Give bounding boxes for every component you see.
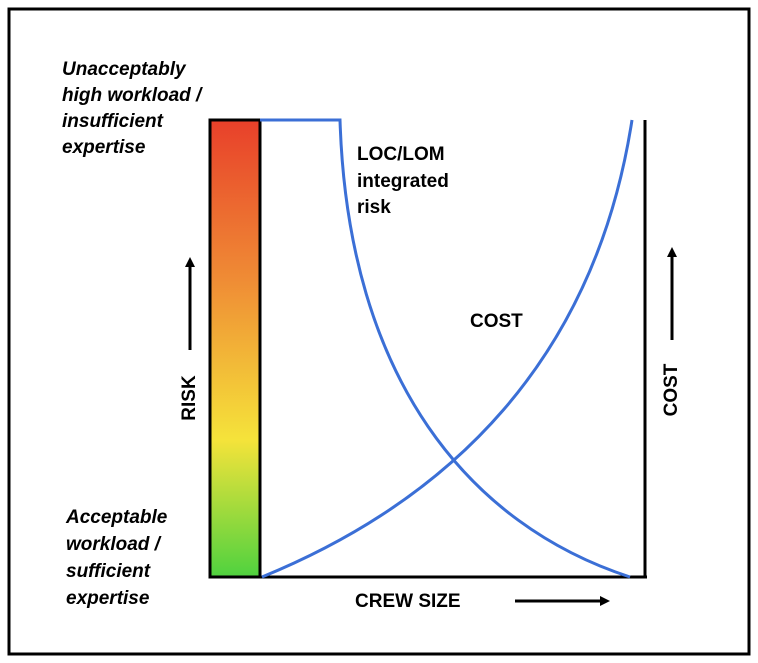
frame bbox=[7, 7, 751, 656]
bottom-label: expertise bbox=[66, 588, 150, 609]
top-label: expertise bbox=[62, 137, 146, 158]
risk-curve-label: risk bbox=[357, 197, 391, 218]
cost-curve-label: COST bbox=[470, 311, 523, 332]
risk-curve-label: LOC/LOM bbox=[357, 144, 445, 165]
x-axis-label: CREW SIZE bbox=[355, 591, 461, 612]
y-axis-label: RISK bbox=[179, 375, 200, 421]
bottom-label: sufficient bbox=[66, 561, 151, 582]
risk-curve-label: integrated bbox=[357, 171, 449, 192]
cost-curve bbox=[261, 119, 634, 579]
risk-curve bbox=[260, 118, 631, 579]
bottom-label: workload / bbox=[66, 534, 162, 555]
top-label: Unacceptably bbox=[62, 59, 187, 80]
top-label: high workload / bbox=[62, 85, 203, 106]
risk-gradient bbox=[208, 118, 262, 579]
y2-axis-label: COST bbox=[661, 363, 682, 416]
top-label: insufficient bbox=[62, 111, 164, 132]
bottom-label: Acceptable bbox=[65, 507, 168, 528]
